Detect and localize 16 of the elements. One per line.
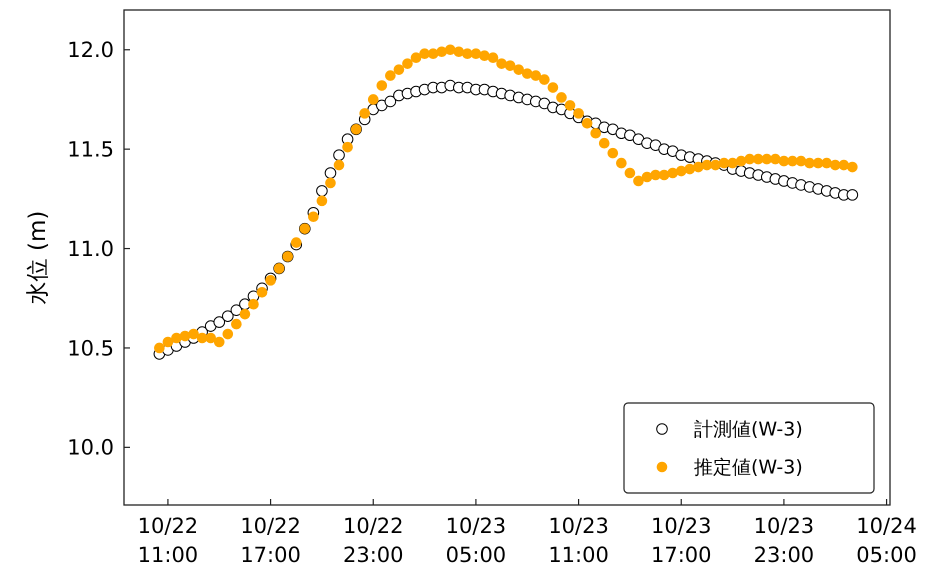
x-tick-label: 10/23 17:00	[650, 514, 712, 566]
y-tick-label: 10.0	[67, 436, 114, 460]
y-tick-label: 10.5	[67, 336, 114, 360]
y-tick-label: 11.5	[67, 138, 114, 162]
x-tick-label: 10/22 17:00	[240, 514, 301, 566]
x-tick-label: 10/22 23:00	[342, 514, 404, 566]
y-axis-title: 水位 (m)	[25, 210, 51, 304]
y-tick-label: 12.0	[67, 38, 114, 62]
x-tick-label: 10/23 05:00	[446, 514, 506, 566]
x-tick-label: 10/24 05:00	[856, 514, 917, 566]
x-tick-label: 10/23 11:00	[548, 514, 609, 566]
y-tick-label: 11.0	[67, 236, 114, 261]
legend-label: 推定値(W-3)	[694, 456, 803, 479]
legend-label: 計測値(W-3)	[694, 418, 803, 441]
x-tick-label: 10/22 11:00	[138, 514, 198, 566]
x-tick-label: 10/23 23:00	[754, 514, 814, 566]
